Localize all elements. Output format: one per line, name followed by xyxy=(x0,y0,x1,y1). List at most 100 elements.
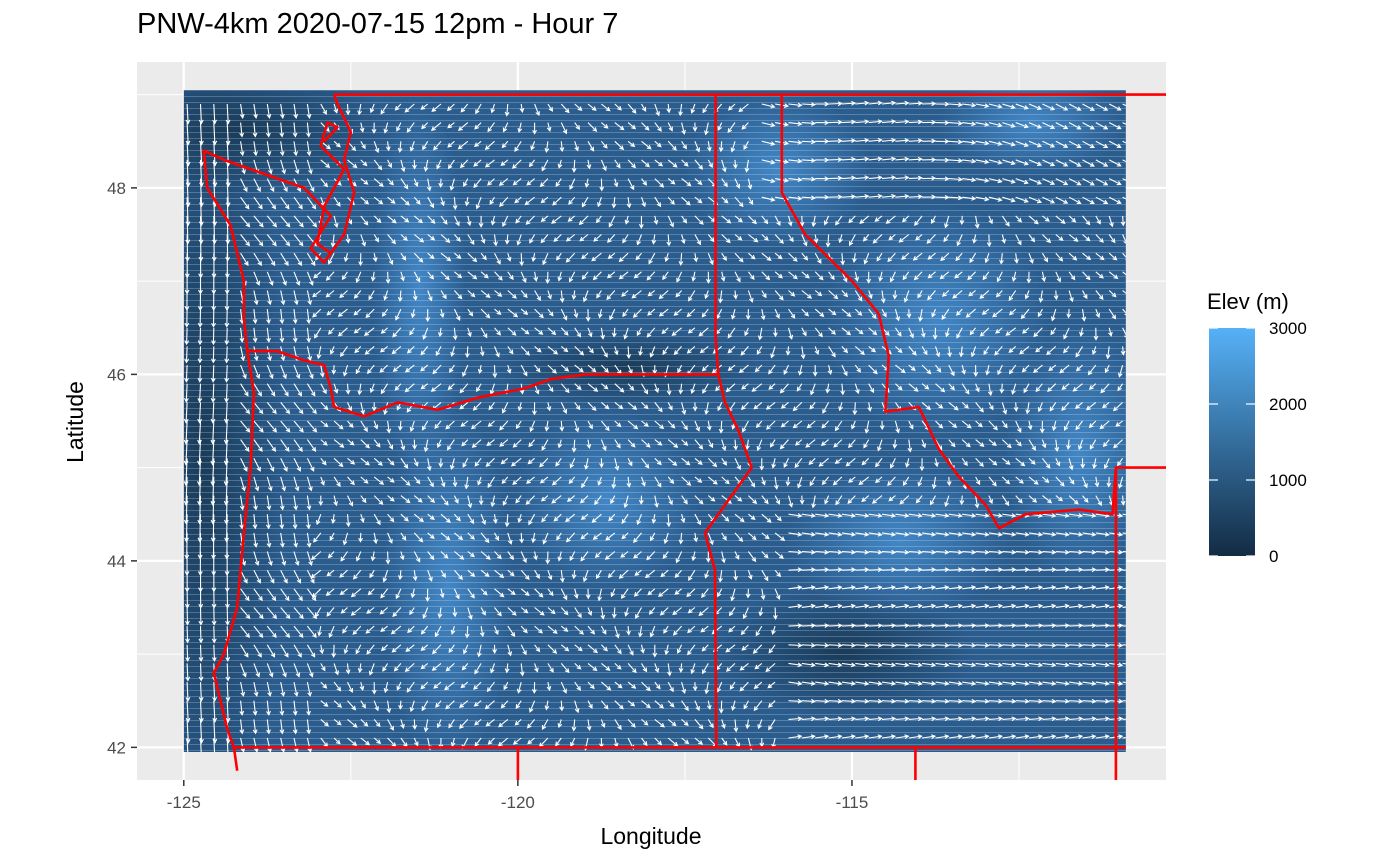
wind-arrow xyxy=(1082,495,1089,503)
wind-arrow xyxy=(885,215,896,224)
wind-arrow xyxy=(557,719,563,729)
wind-arrow xyxy=(532,402,537,416)
wind-arrow xyxy=(828,623,843,628)
wind-arrow xyxy=(908,549,923,555)
wind-arrow xyxy=(855,193,870,199)
wind-arrow xyxy=(293,271,301,286)
wind-arrow xyxy=(654,159,664,167)
wind-arrow xyxy=(1008,290,1017,302)
wind-arrow xyxy=(600,346,608,358)
wind-arrow xyxy=(559,420,565,432)
wind-arrow xyxy=(1001,215,1010,227)
wind-arrow xyxy=(199,737,202,753)
wind-arrow xyxy=(908,364,916,371)
wind-arrow xyxy=(1002,513,1017,518)
wind-arrow xyxy=(253,234,264,247)
wind-arrow xyxy=(855,567,870,573)
wind-arrow xyxy=(988,103,1003,109)
wind-arrow xyxy=(944,215,950,229)
wind-arrow xyxy=(956,308,963,316)
wind-arrow xyxy=(512,737,522,745)
wind-arrow xyxy=(1095,252,1105,261)
wind-arrow xyxy=(895,175,910,181)
wind-arrow xyxy=(406,122,415,133)
wind-arrow xyxy=(306,141,312,157)
wind-arrow xyxy=(571,570,577,580)
wind-arrow xyxy=(707,457,718,468)
wind-arrow xyxy=(1082,603,1097,609)
wind-arrow xyxy=(400,513,409,522)
wind-arrow xyxy=(1011,383,1017,395)
wind-arrow xyxy=(760,588,766,601)
wind-arrow xyxy=(517,402,523,412)
wind-arrow xyxy=(306,700,311,716)
wind-arrow xyxy=(674,569,683,578)
wind-arrow xyxy=(948,139,963,145)
wind-arrow xyxy=(921,401,931,411)
wind-arrow xyxy=(211,626,217,644)
wind-arrow xyxy=(654,495,659,508)
wind-arrow xyxy=(507,569,515,577)
wind-arrow xyxy=(801,102,816,107)
wind-arrow xyxy=(582,570,589,583)
wind-arrow xyxy=(1095,196,1109,204)
wind-arrow xyxy=(494,252,501,265)
wind-arrow xyxy=(915,495,923,504)
wind-arrow xyxy=(547,103,554,112)
wind-arrow xyxy=(506,364,512,374)
wind-arrow xyxy=(293,476,300,492)
wind-arrow xyxy=(266,252,276,267)
wind-arrow xyxy=(381,308,389,317)
wind-arrow xyxy=(253,346,259,362)
wind-arrow xyxy=(624,215,630,225)
wind-arrow xyxy=(1042,476,1050,484)
wind-arrow xyxy=(433,681,442,689)
wind-arrow xyxy=(240,420,251,433)
wind-arrow xyxy=(1002,122,1016,128)
wind-arrow xyxy=(1108,271,1119,280)
wind-arrow xyxy=(467,327,472,338)
wind-arrow xyxy=(413,476,421,485)
wind-arrow xyxy=(614,662,622,670)
wind-arrow xyxy=(753,700,763,712)
wind-arrow xyxy=(815,549,830,555)
wind-arrow xyxy=(587,103,597,111)
wind-arrow xyxy=(756,346,763,355)
wind-arrow xyxy=(678,103,683,117)
wind-arrow xyxy=(382,570,389,583)
wind-arrow xyxy=(707,159,713,169)
wind-arrow xyxy=(280,402,291,415)
wind-arrow xyxy=(212,215,217,245)
wind-arrow xyxy=(1015,457,1026,467)
wind-arrow xyxy=(788,290,796,297)
wind-arrow xyxy=(1082,159,1095,167)
wind-arrow xyxy=(663,532,669,545)
wind-arrow xyxy=(452,327,458,341)
wind-arrow xyxy=(320,103,327,116)
wind-arrow xyxy=(908,531,923,537)
wind-arrow xyxy=(440,551,449,559)
wind-arrow xyxy=(253,290,259,306)
wind-arrow xyxy=(881,698,897,704)
wind-arrow xyxy=(457,122,469,131)
state-borders xyxy=(202,93,1166,780)
wind-arrow xyxy=(895,623,910,628)
wind-arrow xyxy=(454,271,463,279)
wind-arrow xyxy=(293,439,303,453)
wind-arrow xyxy=(400,196,410,206)
wind-arrow xyxy=(626,346,632,360)
wind-arrow xyxy=(955,252,963,262)
wind-arrow xyxy=(580,551,589,562)
wind-arrow xyxy=(935,585,950,590)
wind-arrow xyxy=(694,159,704,170)
wind-arrow xyxy=(497,737,509,747)
wind-arrow xyxy=(641,402,649,410)
wind-arrow xyxy=(520,625,528,634)
wind-arrow xyxy=(422,327,429,340)
wind-arrow xyxy=(462,458,469,468)
wind-arrow xyxy=(761,140,776,146)
wind-arrow xyxy=(733,290,738,300)
wind-arrow xyxy=(1028,103,1043,111)
wind-arrow xyxy=(654,476,662,488)
wind-arrow xyxy=(969,252,977,264)
